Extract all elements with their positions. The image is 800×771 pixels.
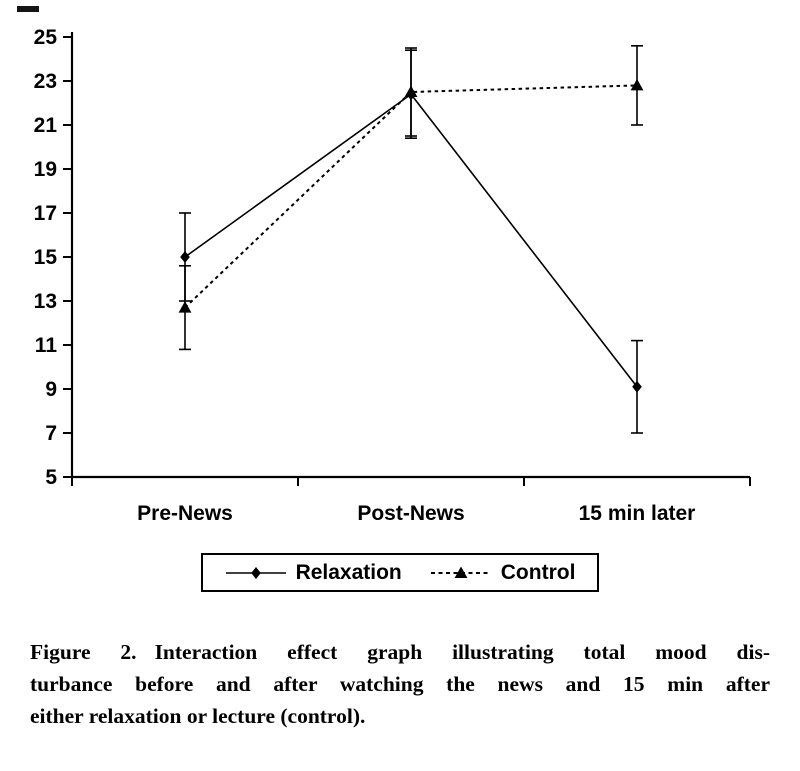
diamond-marker xyxy=(180,251,190,263)
legend-label-control: Control xyxy=(500,561,576,584)
y-tick-label: 21 xyxy=(34,114,58,137)
y-tick-label: 19 xyxy=(34,158,57,181)
x-category-label: 15 min later xyxy=(579,502,696,525)
caption-line-1: Figure 2. Interaction effect graph illust… xyxy=(30,636,770,668)
relaxation-line-sample-icon xyxy=(225,566,286,579)
caption-line-3: either relaxation or lecture (control). xyxy=(30,704,366,728)
figure-number: Figure 2. xyxy=(30,640,137,664)
y-tick-label: 25 xyxy=(34,26,58,49)
diamond-marker xyxy=(250,566,261,579)
chart-legend: Relaxation Control xyxy=(200,553,600,592)
y-tick-label: 15 xyxy=(34,246,58,269)
triangle-marker xyxy=(454,566,468,578)
y-tick-label: 7 xyxy=(45,422,57,445)
caption-line-2: turbance before and after watching the n… xyxy=(30,672,770,696)
triangle-marker xyxy=(630,78,644,91)
y-tick-label: 5 xyxy=(45,466,57,489)
control-line-sample-icon xyxy=(430,566,491,578)
figure-caption: Figure 2. Interaction effect graph illust… xyxy=(30,636,770,732)
diamond-marker xyxy=(632,380,642,393)
mood-disturbance-line-chart: 5 7 9 11 13 15 17 19 21 23 25 Pre-News Post-News 15 m… xyxy=(34,26,751,525)
scan-artifact xyxy=(17,6,39,12)
legend-item-relaxation: Relaxation xyxy=(225,562,402,583)
figure-page: 5 7 9 11 13 15 17 19 21 23 25 Pre-News Post-News 15 m… xyxy=(17,6,770,732)
caption-line-1-text: Interaction effect graph illustrating to… xyxy=(154,640,771,664)
y-tick-label: 9 xyxy=(45,378,57,401)
control-series-line xyxy=(184,84,638,309)
y-tick-label: 17 xyxy=(34,202,57,225)
y-tick-label: 23 xyxy=(34,70,57,93)
x-category-label: Pre-News xyxy=(137,502,233,525)
triangle-marker xyxy=(178,301,192,313)
legend-label-relaxation: Relaxation xyxy=(295,561,402,584)
x-category-label: Post-News xyxy=(357,502,464,525)
legend-item-control: Control xyxy=(430,561,576,584)
y-tick-label: 11 xyxy=(35,334,58,357)
y-tick-label: 13 xyxy=(34,290,57,313)
triangle-marker xyxy=(404,85,418,97)
